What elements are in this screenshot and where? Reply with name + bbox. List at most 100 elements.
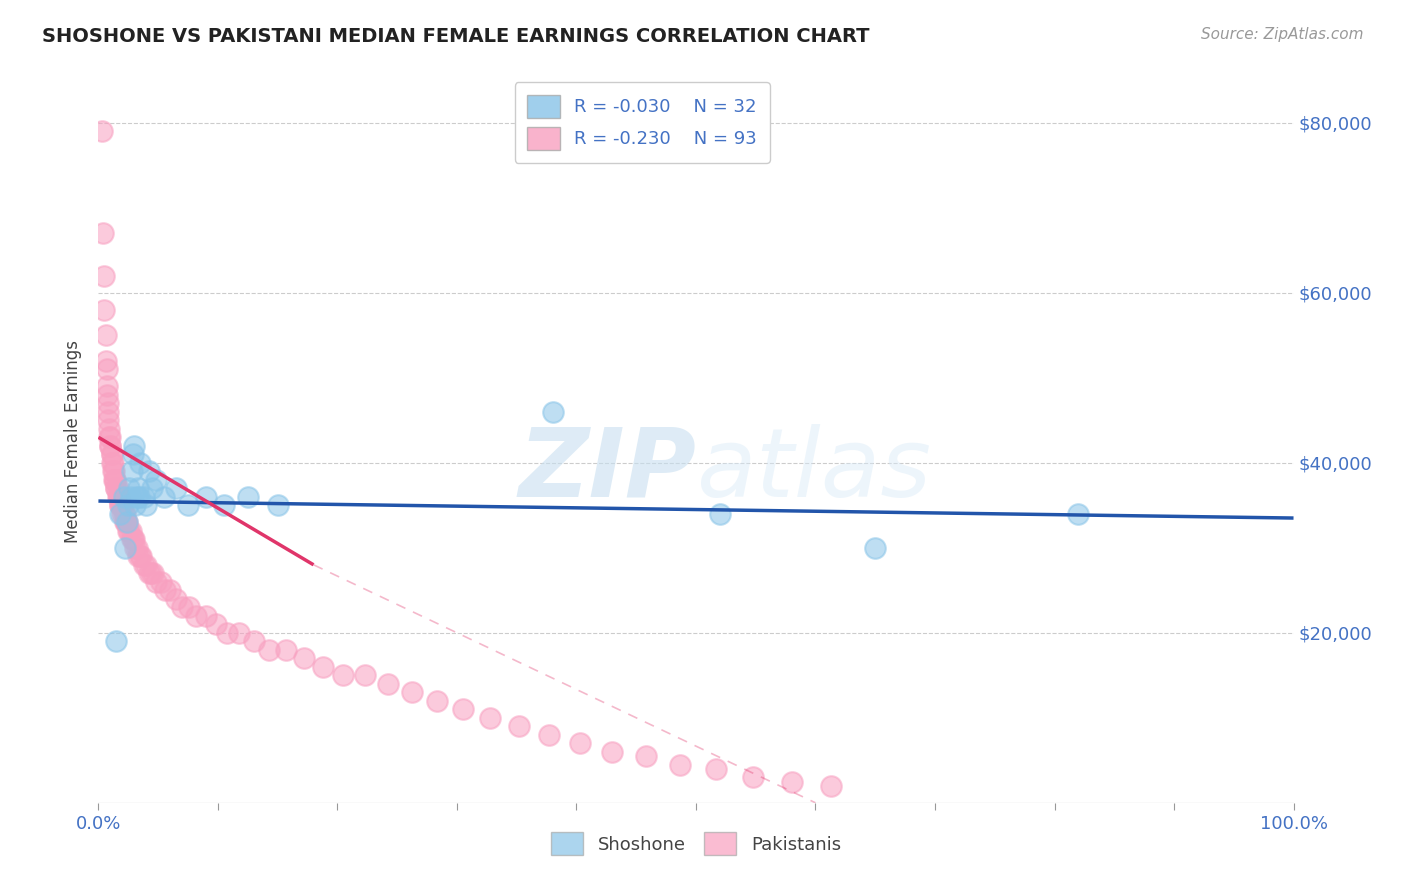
Point [97,413,120,427]
Point [118,524,141,538]
Point [117,524,139,538]
Point [508,719,530,733]
Point [122,447,145,461]
Point [118,481,141,495]
Point [104,473,127,487]
Point [97,405,120,419]
Point [165,481,187,495]
Point [100,447,122,461]
Point [179,600,201,615]
Point [97,396,120,410]
Point [742,770,765,784]
Point [426,694,449,708]
Point [124,439,146,453]
Text: ZIP: ZIP [517,424,696,517]
Point [149,574,172,589]
Point [107,490,129,504]
Point [107,490,129,504]
Point [101,464,124,478]
Point [98,439,122,453]
Point [91,227,114,241]
Text: SHOSHONE VS PAKISTANI MEDIAN FEMALE EARNINGS CORRELATION CHART: SHOSHONE VS PAKISTANI MEDIAN FEMALE EARN… [42,27,870,45]
Point [120,524,142,538]
Point [138,566,160,581]
Point [138,464,160,478]
Point [96,362,118,376]
Point [108,498,131,512]
Point [145,473,167,487]
Point [292,651,315,665]
Point [259,642,281,657]
Point [112,507,135,521]
Point [243,634,266,648]
Point [153,490,176,504]
Point [186,608,208,623]
Point [91,124,114,138]
Point [820,779,842,793]
Point [312,660,335,674]
Point [125,541,148,555]
Y-axis label: Median Female Earnings: Median Female Earnings [65,340,83,543]
Point [212,498,235,512]
Point [125,490,148,504]
Point [195,608,218,623]
Point [602,745,624,759]
Point [195,490,218,504]
Point [103,473,125,487]
Point [104,473,127,487]
Point [141,481,163,495]
Point [135,558,157,572]
Point [217,625,239,640]
Point [93,268,115,283]
Point [111,498,134,512]
Point [124,541,146,555]
Point [115,516,138,530]
Point [115,516,138,530]
Point [479,711,502,725]
Point [108,498,131,512]
Point [132,490,155,504]
Point [124,533,146,547]
Point [114,541,136,555]
Point [94,353,117,368]
Legend: Shoshone, Pakistanis: Shoshone, Pakistanis [544,825,848,863]
Point [121,533,143,547]
Point [139,566,162,581]
Point [110,498,132,512]
Point [451,702,474,716]
Point [94,328,117,343]
Point [142,566,165,581]
Point [122,533,145,547]
Point [117,498,139,512]
Point [98,422,121,436]
Point [865,541,887,555]
Point [105,481,128,495]
Point [128,490,150,504]
Point [96,388,118,402]
Point [105,481,128,495]
Point [177,498,200,512]
Point [115,516,138,530]
Point [780,774,803,789]
Point [120,490,142,504]
Point [105,634,128,648]
Point [354,668,377,682]
Point [569,736,592,750]
Point [267,498,290,512]
Point [332,668,354,682]
Point [131,549,153,564]
Point [98,439,122,453]
Point [98,430,122,444]
Point [107,490,129,504]
Point [129,456,152,470]
Point [127,481,149,495]
Point [114,507,136,521]
Point [159,583,181,598]
Point [100,456,122,470]
Point [274,642,297,657]
Point [401,685,423,699]
Point [93,302,115,317]
Point [124,498,146,512]
Point [112,490,135,504]
Point [100,447,122,461]
